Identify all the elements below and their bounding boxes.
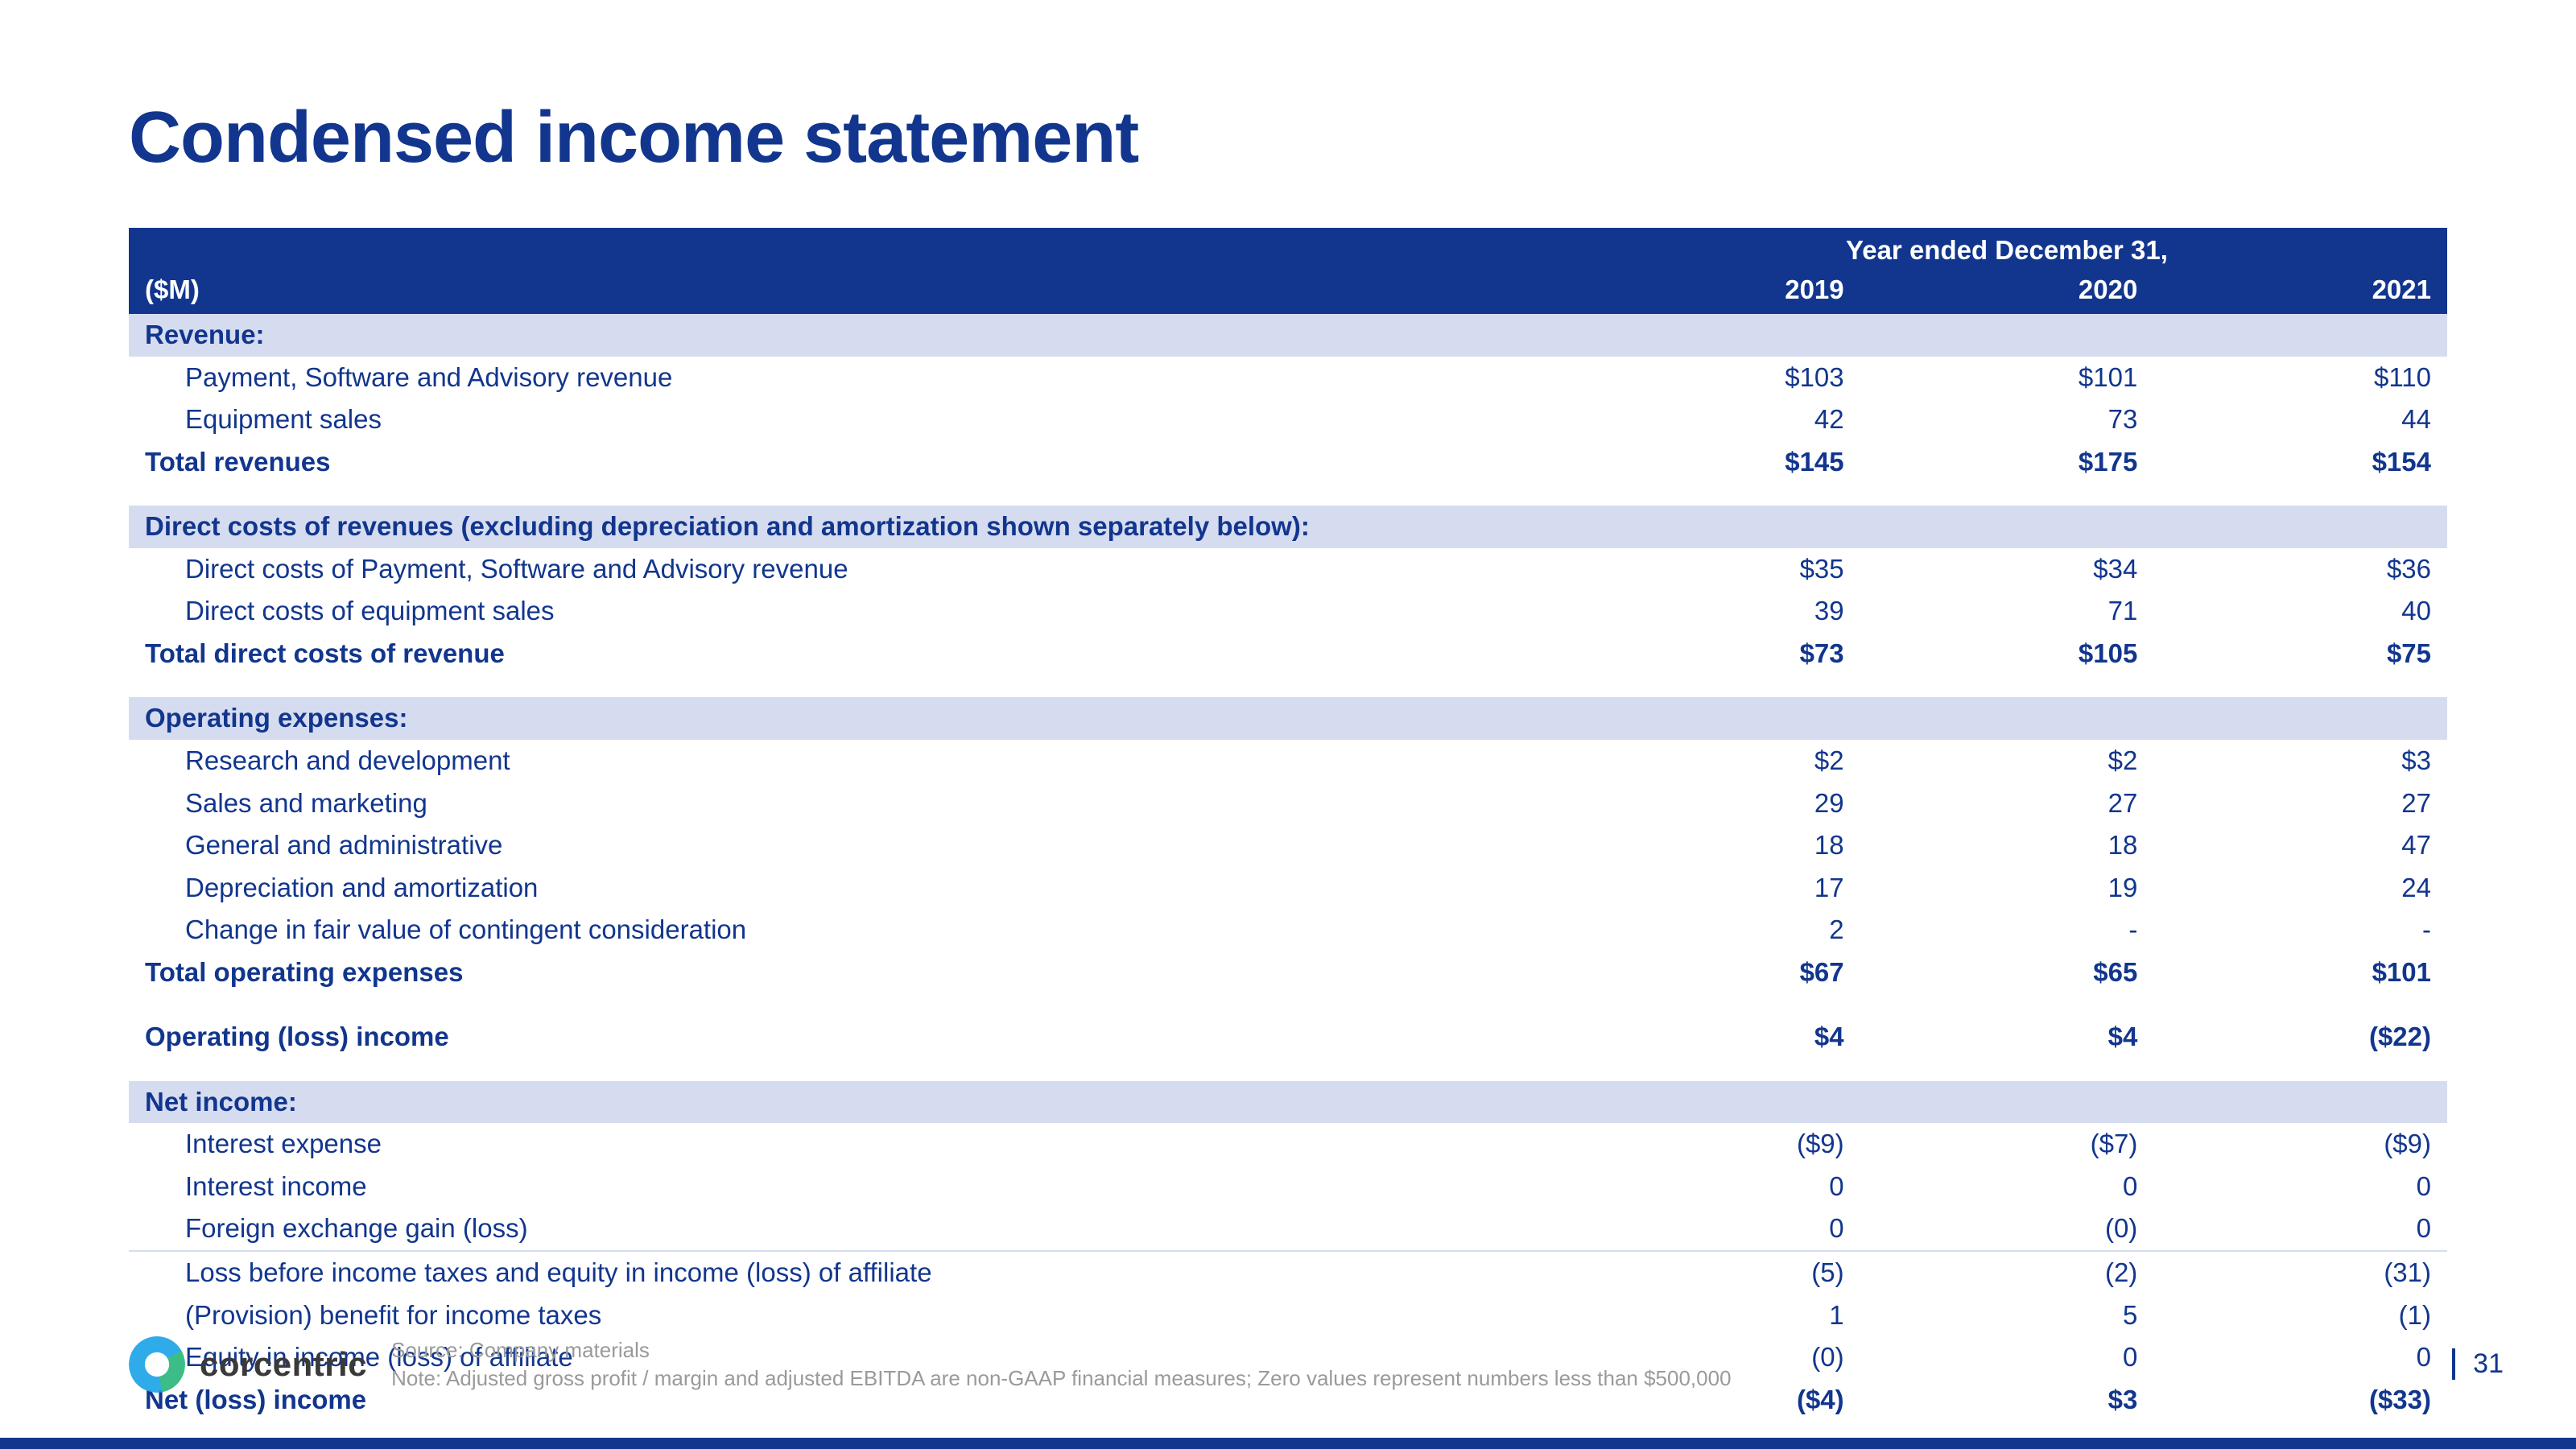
section-net-income: Net income: — [129, 1081, 2447, 1124]
logo: corcentric — [129, 1336, 367, 1393]
col-2020: 2020 — [1860, 270, 2154, 315]
logo-text: corcentric — [200, 1345, 367, 1384]
table-row: Foreign exchange gain (loss) 0 (0) 0 — [129, 1208, 2447, 1251]
col-2021: 2021 — [2153, 270, 2447, 315]
table-row: Interest income 0 0 0 — [129, 1166, 2447, 1208]
income-statement-table: Year ended December 31, ($M) 2019 2020 2… — [129, 228, 2447, 1421]
table-row: General and administrative 18 18 47 — [129, 824, 2447, 867]
col-2019: 2019 — [1567, 270, 1860, 315]
table-row: Direct costs of Payment, Software and Ad… — [129, 548, 2447, 591]
page-number: 31 — [2452, 1348, 2504, 1380]
source-line: Source: Company materials — [391, 1336, 1731, 1364]
table-row: (Provision) benefit for income taxes 1 5… — [129, 1294, 2447, 1337]
table-row: Interest expense ($9) ($7) ($9) — [129, 1123, 2447, 1166]
table-row: Sales and marketing 29 27 27 — [129, 782, 2447, 825]
table-row: Loss before income taxes and equity in i… — [129, 1252, 2447, 1294]
footnotes: Source: Company materials Note: Adjusted… — [391, 1336, 1731, 1393]
unit-label: ($M) — [129, 270, 1567, 315]
table-header-period: Year ended December 31, — [129, 228, 2447, 270]
footer: corcentric Source: Company materials Not… — [129, 1336, 2504, 1393]
year-ended-label: Year ended December 31, — [1567, 228, 2447, 270]
table-row: Equipment sales 42 73 44 — [129, 398, 2447, 441]
total-revenues: Total revenues $145 $175 $154 — [129, 441, 2447, 484]
total-direct-costs: Total direct costs of revenue $73 $105 $… — [129, 633, 2447, 675]
slide: Condensed income statement Year ended De… — [0, 0, 2576, 1449]
bottom-accent-bar — [0, 1438, 2576, 1449]
table-row: Direct costs of equipment sales 39 71 40 — [129, 590, 2447, 633]
section-opex: Operating expenses: — [129, 697, 2447, 740]
table-row: Payment, Software and Advisory revenue $… — [129, 357, 2447, 399]
table-row: Depreciation and amortization 17 19 24 — [129, 867, 2447, 910]
table-row: Research and development $2 $2 $3 — [129, 740, 2447, 782]
section-direct-costs: Direct costs of revenues (excluding depr… — [129, 506, 2447, 548]
section-revenue: Revenue: — [129, 314, 2447, 357]
page-title: Condensed income statement — [129, 97, 2447, 180]
table-row: Change in fair value of contingent consi… — [129, 909, 2447, 952]
logo-mark-icon — [129, 1336, 185, 1393]
note-line: Note: Adjusted gross profit / margin and… — [391, 1364, 1731, 1393]
operating-income: Operating (loss) income $4 $4 ($22) — [129, 1016, 2447, 1059]
table-header-years: ($M) 2019 2020 2021 — [129, 270, 2447, 315]
total-opex: Total operating expenses $67 $65 $101 — [129, 952, 2447, 994]
